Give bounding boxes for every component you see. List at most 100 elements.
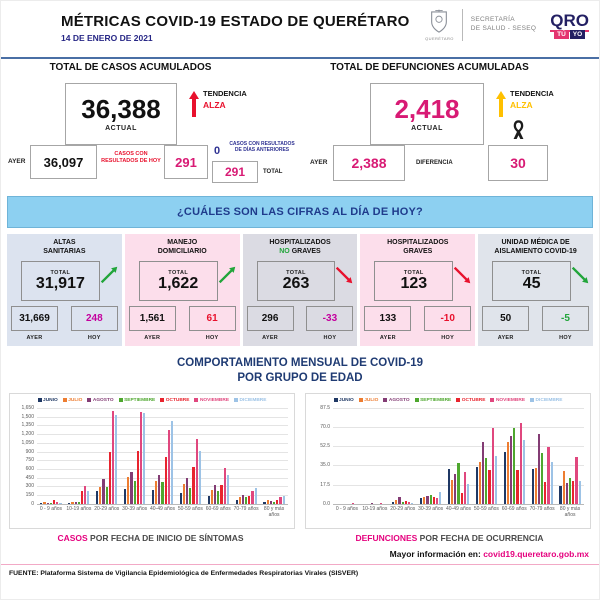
bar (466, 484, 470, 504)
bar (534, 467, 537, 504)
legend-item: NOVIEMBRE (490, 398, 525, 403)
secretaria-line1: SECRETARÍA (470, 16, 515, 24)
legend-item: JUNIO (37, 398, 58, 403)
legend-swatch (530, 398, 535, 403)
more-info: Mayor información en: covid19.queretaro.… (1, 549, 589, 559)
axis-tick-label: 150 (25, 492, 34, 499)
hoy-label: HOY (559, 335, 572, 341)
hoy-value: 61 (206, 313, 218, 324)
summary-panels: TOTAL DE CASOS ACUMULADOS 36,388 ACTUAL … (1, 59, 599, 191)
ayer-hoy-row: 31,669 AYER 248 HOY (11, 306, 118, 341)
bar (251, 490, 254, 504)
category-label: 50-59 años (473, 505, 499, 512)
bar (77, 501, 80, 504)
ayer-value: 50 (500, 313, 512, 324)
more-info-link[interactable]: covid19.queretaro.gob.mx (483, 548, 589, 559)
bars-area (37, 408, 288, 504)
bar (463, 472, 466, 504)
legend-swatch (358, 398, 363, 403)
category-label: 10-19 años (362, 505, 388, 512)
bar (102, 479, 105, 504)
bar (74, 501, 77, 504)
legend-swatch (87, 398, 92, 403)
bar (408, 501, 411, 504)
chart-legend: JUNIO JULIO AGOSTO SEPTIEMBRE OCTUBRE NOVIEMB… (306, 398, 590, 403)
total-label: TOTAL (521, 269, 542, 276)
x-axis-labels: 0 - 9 años 10-19 años 20-29 años 30-39 años… (37, 506, 288, 526)
bar (575, 456, 578, 504)
qro-wordmark: QRO (550, 10, 589, 32)
axis-tick-label: 900 (25, 448, 34, 455)
legend-swatch (234, 398, 239, 403)
deaths-by-age-chart: JUNIO JULIO AGOSTO SEPTIEMBRE OCTUBRE NOVIEMB… (305, 392, 591, 529)
question-banner: ¿CUÁLES SON LAS CIFRAS AL DÍA DE HOY? (7, 196, 593, 228)
deaths-diff-value: 30 (510, 155, 526, 171)
bar (531, 468, 534, 504)
bar (105, 487, 108, 504)
trend-arrow-icon (451, 264, 475, 288)
bar (559, 486, 562, 504)
hoy-value: -10 (440, 313, 455, 324)
category-label: 80 y más años (559, 505, 581, 518)
hoy-label: HOY (87, 335, 101, 341)
bar-group (333, 408, 361, 504)
legend-swatch (118, 398, 123, 403)
gridline (37, 477, 288, 479)
cases-prev-days-label: CASOS CON RESULTADOS DE DÍAS ANTERIORES (229, 141, 295, 154)
legend-label: JUNIO (339, 397, 354, 403)
hoy-label: HOY (205, 335, 219, 341)
bar (451, 479, 454, 504)
charts-row: JUNIO JULIO AGOSTO SEPTIEMBRE OCTUBRE NOVIEMB… (9, 392, 591, 529)
trend-arrow-icon (333, 264, 357, 288)
total-box: TOTAL 263 (256, 261, 336, 301)
legend-item: JULIO (358, 397, 379, 403)
card-title: ALTAS SANITARIAS (11, 239, 118, 258)
bar (572, 480, 575, 504)
axis-tick-label: 450 (25, 474, 34, 481)
legend-item: AGOSTO (87, 398, 114, 403)
report-date: 14 DE ENERO DE 2021 (61, 33, 153, 43)
bar (506, 442, 509, 504)
bar (161, 482, 164, 504)
ayer-label: AYER (26, 335, 43, 341)
legend-label: NOVIEMBRE (199, 397, 230, 403)
gridline (333, 503, 584, 505)
deaths-diff-box: 30 (488, 145, 548, 181)
ayer-label: AYER (379, 335, 396, 341)
bar (71, 502, 74, 504)
total-box: TOTAL 31,917 (21, 261, 100, 301)
bar (80, 490, 84, 504)
bar (488, 469, 491, 504)
axis-tick-label: 35.0 (320, 462, 330, 469)
category-label: 40-49 años (445, 505, 472, 512)
bar (84, 486, 87, 504)
secretaria-line2: DE SALUD - SESEQ (470, 25, 537, 32)
bar (475, 466, 478, 504)
bar-group (445, 408, 473, 504)
card-title-line1: HOSPITALIZADOS (269, 239, 331, 246)
bar (550, 462, 553, 504)
logos: QUERÉTARO SECRETARÍA DE SALUD - SESEQ QR… (425, 9, 589, 41)
legend-item: SEPTIEMBRE (118, 398, 155, 403)
category-label: 60-69 años (501, 505, 527, 512)
footer-divider (1, 563, 599, 565)
ayer-label: AYER (497, 335, 514, 341)
bar-group (37, 408, 65, 504)
bar (210, 489, 213, 504)
card-title-line2: GRAVES (291, 247, 321, 255)
bar (392, 501, 395, 504)
charts-section-title: COMPORTAMIENTO MENSUAL DE COVID-19 POR G… (1, 356, 599, 386)
cases-ayer-value: 36,097 (43, 154, 84, 170)
legend-label: JULIO (364, 397, 379, 403)
card-title: HOSPITALIZADOS NO GRAVES (247, 239, 354, 258)
chart-plot: 0.0 17.5 35.0 52.5 70.0 87.5 (320, 405, 584, 507)
arrow-up-right-icon (218, 266, 235, 284)
hoy-value: -33 (322, 313, 338, 324)
legend-label: NOVIEMBRE (495, 397, 526, 403)
header: MÉTRICAS COVID-19 ESTADO DE QUERÉTARO 14… (1, 1, 599, 57)
bar (404, 500, 407, 504)
cases-ayer-label: AYER (8, 158, 26, 165)
deaths-chart-caption: DEFUNCIONES POR FECHA DE OCURRENCIA (300, 533, 599, 543)
gridline (37, 434, 288, 436)
axis-tick-label: 52.5 (320, 443, 330, 450)
